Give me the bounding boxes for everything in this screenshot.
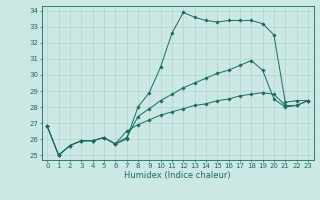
X-axis label: Humidex (Indice chaleur): Humidex (Indice chaleur)	[124, 171, 231, 180]
